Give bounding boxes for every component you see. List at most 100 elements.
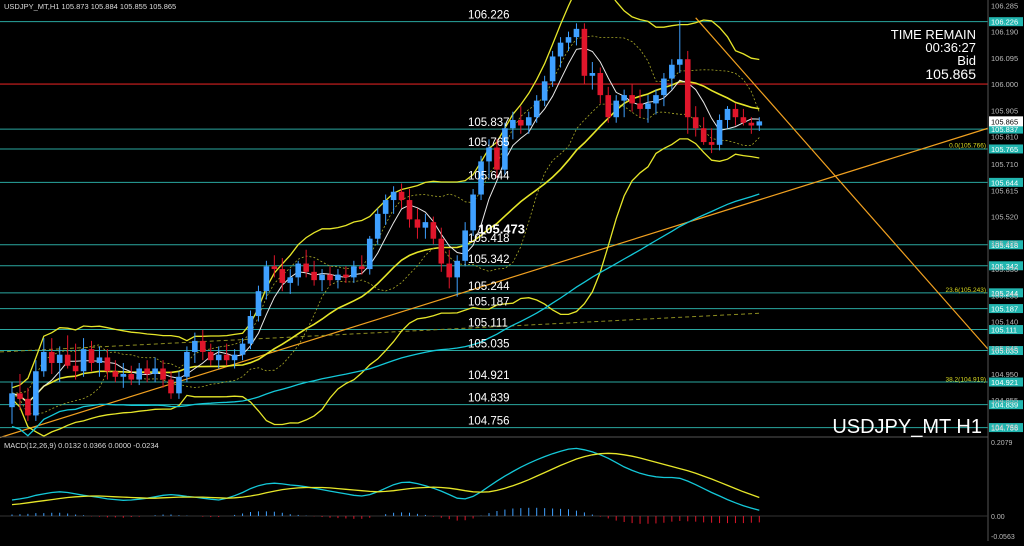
overlay-price-label: 105.473 — [478, 222, 525, 237]
price-tick-label: 105.615 — [991, 186, 1018, 195]
bear-candle-body — [430, 222, 437, 239]
bull-candle-body — [192, 340, 198, 352]
bull-candle-body — [502, 128, 508, 170]
macd-line — [11, 447, 760, 511]
bull-candle-body — [247, 316, 254, 344]
bear-candle-body — [494, 147, 500, 170]
bear-candle-body — [327, 274, 333, 281]
bear-candle-body — [160, 368, 166, 380]
bull-candle-body — [136, 368, 142, 380]
fibonacci-label: 23.6(105.243) — [946, 287, 986, 294]
bear-candle-body — [271, 266, 278, 270]
bear-candle-body — [104, 357, 111, 372]
bear-candle-body — [398, 191, 405, 201]
level-price-tag: 105.644 — [991, 178, 1018, 187]
bear-candle-body — [311, 271, 317, 281]
current-price-tag: 105.865 — [991, 117, 1018, 126]
bull-candle-body — [184, 351, 190, 377]
level-label: 105.418 — [468, 233, 510, 245]
symbol-header: USDJPY_MT,H1 105.873 105.884 105.855 105… — [4, 2, 176, 11]
price-tick-label: 106.095 — [991, 54, 1018, 63]
bull-candle-body — [152, 368, 158, 375]
bull-candle-body — [215, 354, 222, 361]
fibonacci-label: 38.2(104.919) — [946, 377, 986, 384]
bull-candle-body — [390, 191, 397, 201]
bull-candle-body — [231, 354, 238, 361]
bull-candle-body — [255, 291, 262, 317]
bear-candle-body — [581, 28, 588, 76]
bull-candle-body — [478, 161, 484, 195]
bull-candle-body — [374, 213, 381, 239]
bear-candle-body — [414, 219, 421, 228]
bull-candle-body — [470, 194, 476, 231]
price-tick-label: 104.950 — [991, 370, 1018, 379]
level-price-tag: 105.187 — [991, 305, 1018, 314]
bull-candle-body — [541, 81, 548, 101]
bear-candle-body — [144, 368, 150, 375]
lower-band-20 — [11, 138, 760, 437]
bear-candle-body — [48, 351, 55, 363]
price-tick-label: 105.710 — [991, 160, 1018, 169]
level-price-tag-bg — [989, 423, 1023, 433]
level-price-tag: 104.756 — [991, 424, 1018, 433]
level-label: 104.921 — [468, 370, 510, 382]
bull-candle-body — [549, 56, 556, 82]
macd-tick-label: 0.00 — [991, 514, 1005, 521]
bull-candle-body — [287, 277, 294, 283]
bear-candle-body — [637, 103, 643, 109]
price-tick-label: 105.520 — [991, 213, 1018, 222]
price-tick-label: 104.855 — [991, 396, 1018, 405]
price-tick-label: 105.905 — [991, 106, 1018, 115]
level-price-tag-bg — [989, 288, 1023, 298]
level-price-tag-bg — [989, 304, 1023, 314]
level-label: 104.756 — [468, 416, 510, 428]
bull-candle-body — [319, 274, 325, 281]
level-price-tag: 104.921 — [991, 378, 1018, 387]
bear-candle-body — [740, 117, 747, 123]
level-price-tag: 106.226 — [991, 18, 1018, 27]
bull-candle-body — [96, 357, 103, 363]
bull-candle-body — [724, 108, 731, 120]
level-price-tag-bg — [989, 124, 1023, 134]
bull-candle-body — [653, 95, 659, 104]
bear-candle-body — [359, 266, 365, 270]
price-tick-label: 104.760 — [991, 422, 1018, 431]
long-ma-line — [0, 312, 760, 353]
bull-candle-body — [56, 354, 63, 363]
level-price-tag-bg — [989, 261, 1023, 271]
bull-candle-body — [366, 238, 373, 270]
level-label: 105.244 — [468, 281, 510, 293]
candles — [9, 20, 763, 424]
bull-candle-body — [263, 266, 270, 292]
bull-candle-body — [661, 78, 667, 96]
bull-candle-body — [462, 230, 468, 261]
bear-candle-body — [17, 393, 23, 399]
bear-candle-body — [692, 117, 699, 129]
level-label: 105.187 — [468, 297, 510, 309]
bear-candle-body — [25, 398, 31, 416]
bear-candle-body — [200, 340, 206, 352]
fibonacci-label: 0.0(105.766) — [949, 143, 986, 150]
price-tick-label: 105.330 — [991, 265, 1018, 274]
level-price-tag: 105.765 — [991, 145, 1018, 154]
falling-trend-line — [695, 17, 989, 350]
bull-candle-body — [33, 371, 39, 416]
bull-candle-body — [565, 37, 572, 43]
level-labels: 106.226 106.226 105.837 105.837 105.765 105.7… — [468, 10, 1023, 433]
bull-candle-body — [486, 147, 492, 162]
bull-candle-body — [510, 119, 516, 129]
bull-candle-body — [335, 274, 341, 281]
horizontal-levels — [0, 21, 988, 429]
bear-candle-body — [303, 263, 309, 272]
level-price-tag: 104.839 — [991, 401, 1018, 410]
bid-value: 105.865 — [925, 66, 976, 82]
bear-candle-body — [72, 365, 79, 372]
bull-candle-body — [645, 103, 651, 109]
bear-candle-body — [446, 263, 453, 278]
bear-candle-body — [605, 95, 612, 118]
bear-candle-body — [128, 374, 135, 380]
bear-candle-body — [518, 119, 524, 126]
bull-candle-body — [557, 42, 564, 57]
